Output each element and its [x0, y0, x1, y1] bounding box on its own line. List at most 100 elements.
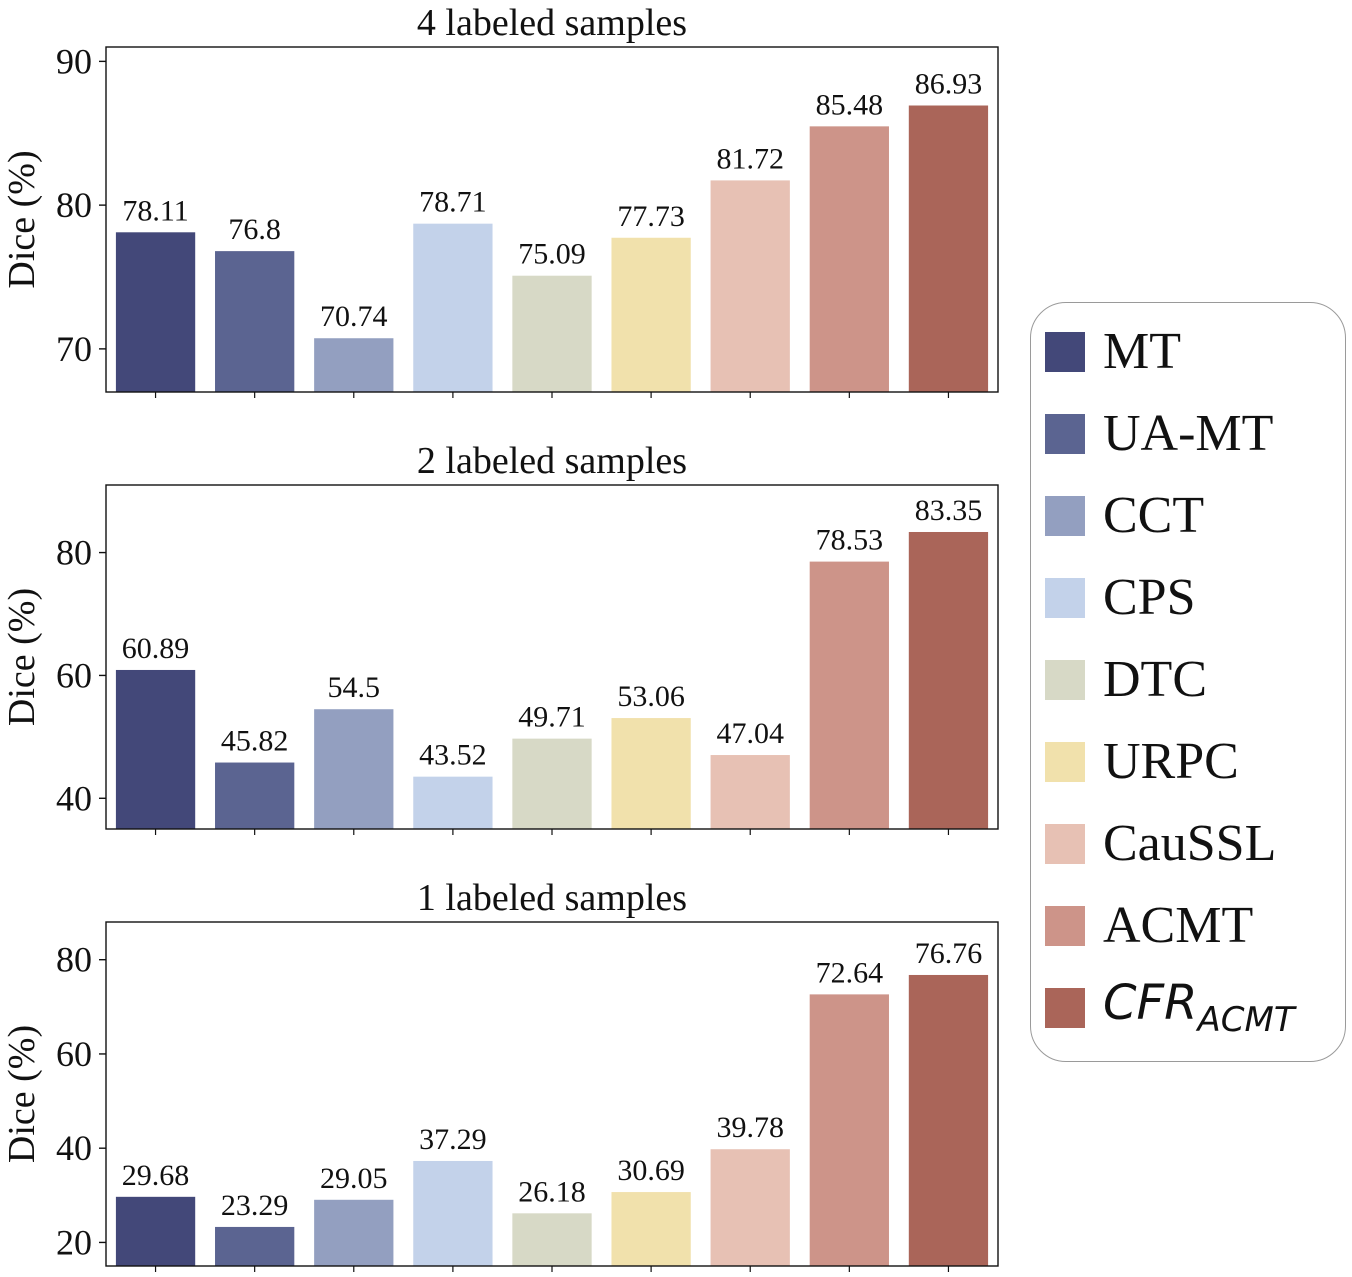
legend-swatch-urpc [1045, 742, 1085, 782]
legend-swatch-mt [1045, 332, 1085, 372]
legend-item-mt: MT [1045, 321, 1181, 383]
data-label: 30.69 [617, 1154, 685, 1187]
legend-item-cps: CPS [1045, 567, 1196, 629]
data-label: 78.53 [816, 524, 884, 557]
legend-item-caussl: CauSSL [1045, 813, 1276, 875]
legend: MT UA-MT CCT CPS DTC URPC CauSSL ACMT [1030, 302, 1346, 1062]
data-label: 78.11 [122, 194, 188, 227]
legend-swatch-cps [1045, 578, 1085, 618]
y-axis-label: Dice (%) [1, 150, 43, 288]
chart-title: 1 labeled samples [417, 877, 687, 919]
legend-label-cct: CCT [1103, 487, 1205, 544]
bar-acmt [809, 126, 889, 392]
data-label: 53.06 [617, 680, 685, 713]
legend-label-mt: MT [1103, 323, 1181, 380]
bar-ua-mt [215, 1226, 295, 1266]
chart-panel-3: 29.68 23.29 29.05 37.29 26.18 30.69 39.78 72.64… [1, 877, 999, 1272]
y-tick-label: 60 [56, 655, 92, 695]
legend-swatch-dtc [1045, 660, 1085, 700]
y-axis-label: Dice (%) [1, 1025, 43, 1163]
legend-label-cfr-subscript: ACMT [1197, 1000, 1295, 1040]
data-label: 85.48 [816, 88, 884, 121]
data-label: 54.5 [328, 671, 381, 704]
bar-cfr-acmt [908, 974, 989, 1266]
bar-mt [115, 1196, 196, 1266]
bar-ua-mt [215, 251, 295, 392]
legend-label-dtc: DTC [1103, 651, 1207, 708]
legend-label-ua-mt: UA-MT [1103, 405, 1274, 462]
data-label: 76.76 [915, 937, 983, 970]
bar-cfr-acmt [908, 531, 989, 829]
chart-panel-2: 60.89 45.82 54.5 43.52 49.71 53.06 47.04 78.53 8… [1, 440, 999, 835]
bar-cfr-acmt [908, 105, 989, 392]
data-label: 37.29 [419, 1123, 487, 1156]
legend-item-acmt: ACMT [1045, 895, 1253, 957]
chart-title: 2 labeled samples [417, 440, 687, 482]
data-label: 23.29 [221, 1189, 289, 1222]
legend-label-cps: CPS [1103, 569, 1196, 626]
chart-panel-1: 78.11 76.8 70.74 78.71 75.09 77.73 81.72 85.48 8… [1, 2, 999, 398]
bar-cct [314, 709, 394, 829]
bar-cct [314, 338, 394, 392]
bar-cps [413, 1160, 493, 1266]
legend-item-cct: CCT [1045, 485, 1204, 547]
y-tick-label: 80 [56, 185, 92, 225]
data-label: 47.04 [716, 717, 784, 750]
bar-acmt [809, 994, 889, 1266]
legend-swatch-caussl [1045, 824, 1085, 864]
data-label: 72.64 [816, 956, 884, 989]
y-tick-label: 80 [56, 533, 92, 573]
y-tick-label: 90 [56, 41, 92, 81]
y-tick-label: 70 [56, 329, 92, 369]
legend-item-cfr-acmt: CFRACMT [1045, 977, 1295, 1039]
data-label: 83.35 [915, 494, 983, 527]
legend-swatch-cfr-acmt [1045, 988, 1085, 1028]
legend-label-cfr-main: CFR [1103, 975, 1198, 1031]
bar-dtc [512, 275, 592, 392]
data-label: 77.73 [617, 200, 685, 233]
legend-item-ua-mt: UA-MT [1045, 403, 1273, 465]
bar-caussl [710, 180, 790, 392]
bar-ua-mt [215, 762, 295, 829]
legend-swatch-ua-mt [1045, 414, 1085, 454]
bar-caussl [710, 1149, 790, 1266]
bar-mt [115, 669, 196, 829]
plot-frame [105, 484, 999, 830]
legend-label-urpc: URPC [1103, 733, 1239, 790]
legend-item-urpc: URPC [1045, 731, 1239, 793]
legend-swatch-acmt [1045, 906, 1085, 946]
data-label: 81.72 [716, 142, 784, 175]
bar-acmt [809, 561, 889, 829]
data-label: 29.68 [122, 1159, 190, 1192]
y-tick-label: 60 [56, 1034, 92, 1074]
data-label: 86.93 [915, 68, 983, 101]
chart-title: 4 labeled samples [417, 2, 687, 44]
legend-swatch-cct [1045, 496, 1085, 536]
plot-frame [105, 921, 999, 1267]
legend-item-dtc: DTC [1045, 649, 1207, 711]
legend-label-cfr-acmt: CFRACMT [1103, 979, 1295, 1037]
data-label: 39.78 [716, 1111, 784, 1144]
legend-label-caussl: CauSSL [1103, 815, 1277, 872]
bar-mt [115, 232, 196, 392]
data-label: 29.05 [320, 1162, 388, 1195]
data-label: 43.52 [419, 739, 487, 772]
bar-urpc [611, 718, 691, 829]
plot-frame [105, 46, 999, 393]
data-label: 45.82 [221, 725, 289, 758]
data-label: 49.71 [518, 701, 586, 734]
data-label: 60.89 [122, 632, 190, 665]
y-tick-label: 40 [56, 778, 92, 818]
bar-caussl [710, 755, 790, 829]
data-label: 26.18 [518, 1175, 586, 1208]
y-tick-label: 80 [56, 940, 92, 980]
legend-label-acmt: ACMT [1103, 897, 1254, 954]
y-tick-label: 40 [56, 1128, 92, 1168]
bar-urpc [611, 1192, 691, 1266]
bar-dtc [512, 738, 592, 829]
bar-dtc [512, 1213, 592, 1266]
data-label: 70.74 [320, 300, 388, 333]
y-tick-label: 20 [56, 1222, 92, 1262]
